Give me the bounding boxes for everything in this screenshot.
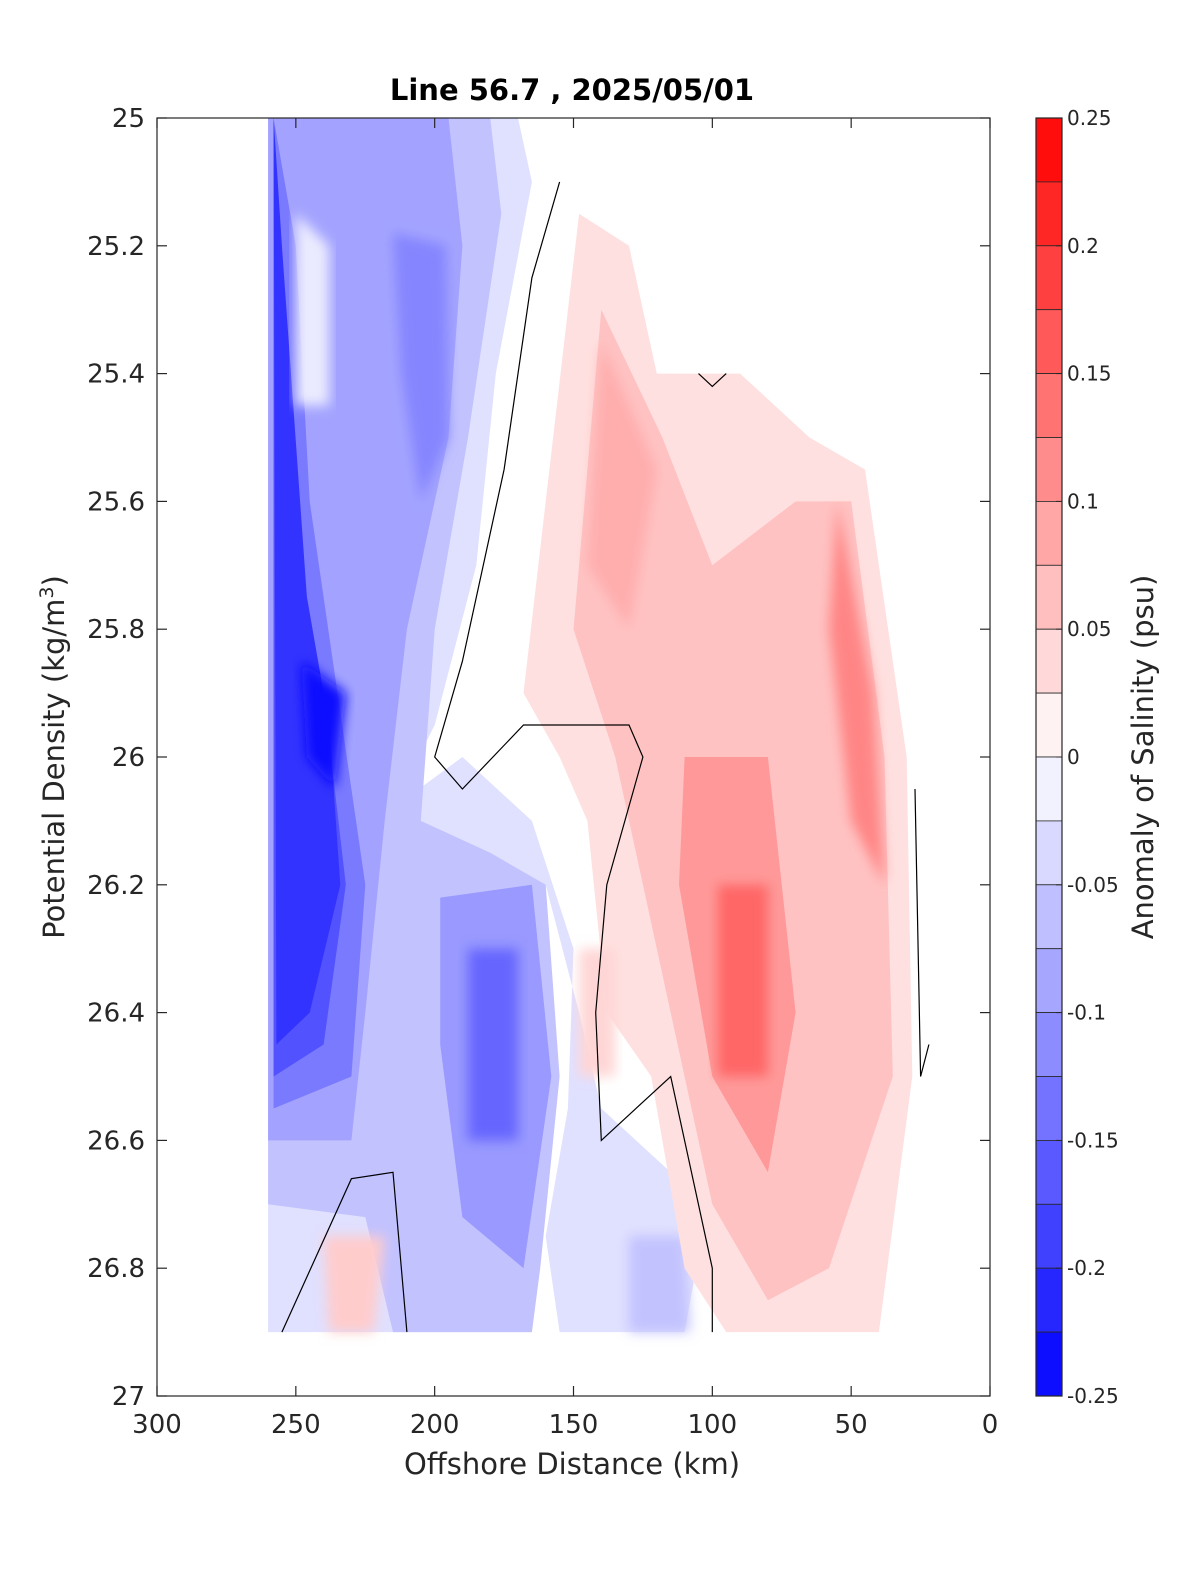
y-tick-label: 26.8	[87, 1254, 145, 1284]
y-axis-label-close: )	[37, 575, 71, 586]
colorbar-band	[1035, 564, 1063, 630]
colorbar-label: Anomaly of Salinity (psu)	[1126, 575, 1160, 940]
colorbar-band	[1035, 373, 1063, 438]
contour-fill-layer	[268, 118, 913, 1333]
colorbar-band	[1035, 1076, 1063, 1141]
fresh-light-pocket	[295, 213, 330, 406]
colorbar-band	[1035, 1331, 1063, 1397]
fresh-level-6	[273, 118, 341, 1045]
y-tick-label: 27	[112, 1382, 145, 1412]
salty-core	[717, 884, 768, 1077]
colorbar-tick-label: 0	[1067, 745, 1080, 769]
colorbar-bands	[1035, 117, 1063, 1397]
y-tick-label: 26.4	[87, 999, 145, 1029]
zero-contour-main	[434, 181, 713, 1333]
y-tick-label: 26.6	[87, 1126, 145, 1156]
y-tick-label: 25.6	[87, 487, 145, 517]
fresh-core-coastal	[301, 661, 346, 789]
y-tick-label: 26	[112, 743, 145, 773]
colorbar-tick-label: 0.15	[1067, 362, 1112, 386]
zero-contour-layer	[281, 181, 930, 1333]
colorbar-tick-label: -0.1	[1067, 1001, 1106, 1025]
chart-title: Line 56.7 , 2025/05/01	[390, 73, 754, 107]
y-tick-label: 25.4	[87, 360, 145, 390]
deep-fresh-core	[468, 948, 518, 1141]
x-tick-label: 300	[132, 1410, 182, 1440]
deep-salty-patch	[323, 1236, 385, 1333]
colorbar-band	[1035, 437, 1063, 502]
colorbar-band	[1035, 1140, 1063, 1205]
colorbar-band	[1035, 628, 1063, 694]
x-tick-label: 200	[410, 1410, 460, 1440]
colorbar-tick-label: -0.15	[1067, 1128, 1119, 1152]
colorbar-tick-label: -0.25	[1067, 1384, 1119, 1408]
x-axis-label: Offshore Distance (km)	[404, 1447, 740, 1481]
y-tick-label: 25	[112, 104, 145, 134]
y-axis-ticks: 25 25.2 25.4 25.6 25.8 26 26.2 26.4 26.6 26.8 27	[87, 104, 990, 1412]
colorbar-tick-label: -0.05	[1067, 873, 1119, 897]
colorbar-frame	[1035, 117, 1063, 1397]
y-tick-label: 25.8	[87, 615, 145, 645]
colorbar-tick-label: 0.1	[1067, 489, 1099, 513]
plot-area: 300 250 200 150 100 50 0 2525.225.425.625.8262…	[87, 104, 998, 1440]
zero-contour-small	[698, 373, 727, 388]
fresh-anomaly-region	[268, 118, 699, 1333]
x-tick-label: 50	[835, 1410, 868, 1440]
x-axis-ticks: 300 250 200 150 100 50 0	[132, 118, 998, 1440]
y-axis-label-superscript: 3	[36, 586, 58, 598]
colorbar-tick-label: -0.2	[1067, 1256, 1106, 1280]
colorbar-tick-label: 0.05	[1067, 617, 1112, 641]
x-tick-label: 150	[549, 1410, 599, 1440]
colorbar-band	[1035, 692, 1063, 758]
y-axis-label: Potential Density (kg/m3)	[36, 575, 71, 939]
bottom-fresh-pocket	[629, 1236, 691, 1333]
y-axis-label-text: Potential Density (kg/m	[37, 599, 71, 939]
colorbar-band	[1035, 1012, 1063, 1077]
colorbar-tick-label: 0.2	[1067, 234, 1099, 258]
x-tick-label: 250	[271, 1410, 321, 1440]
salty-upper-core	[587, 341, 657, 630]
zero-contour-nearshore	[914, 788, 930, 1077]
colorbar-band	[1035, 884, 1063, 950]
nearshore-salty-core	[829, 501, 885, 885]
colorbar-band	[1035, 181, 1063, 247]
colorbar-band	[1035, 948, 1063, 1014]
small-salty-patch	[579, 948, 616, 1077]
colorbar-ticks: 0.25 0.2 0.15 0.1 0.05 0 -0.05 -0.1 -0.15 -0.2 -0.…	[1056, 106, 1119, 1408]
colorbar-tick-label: 0.25	[1067, 106, 1112, 130]
colorbar-band	[1035, 245, 1063, 311]
zero-contour-deep	[281, 1171, 408, 1333]
x-tick-label: 100	[688, 1410, 738, 1440]
colorbar-band	[1035, 820, 1063, 886]
salty-anomaly-region	[323, 213, 913, 1333]
y-tick-label: 26.2	[87, 871, 145, 901]
colorbar-band	[1035, 500, 1063, 566]
colorbar-band	[1035, 756, 1063, 822]
colorbar-band	[1035, 117, 1063, 183]
colorbar-band	[1035, 1203, 1063, 1269]
x-tick-label: 0	[982, 1410, 999, 1440]
fresh-core-upper	[393, 233, 449, 502]
colorbar-band	[1035, 1267, 1063, 1333]
colorbar-band	[1035, 309, 1063, 375]
y-tick-label: 25.2	[87, 232, 145, 262]
colorbar: 0.25 0.2 0.15 0.1 0.05 0 -0.05 -0.1 -0.15 -0.2 -0.…	[1035, 106, 1119, 1408]
